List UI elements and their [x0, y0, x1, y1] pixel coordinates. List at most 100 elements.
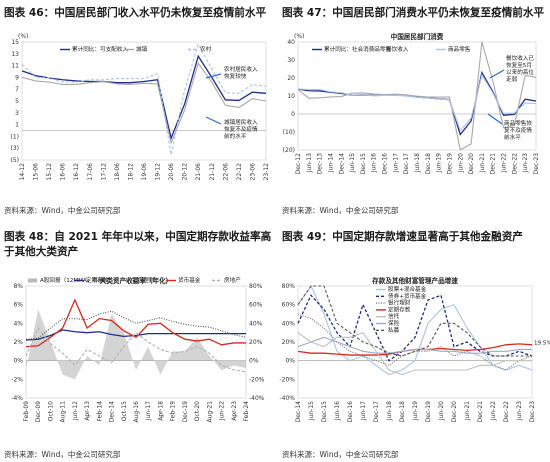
x-tick-label: Feb-19: [170, 401, 177, 422]
y-tick-label: (1): [11, 133, 20, 140]
x-tick-label: Feb-24: [243, 401, 250, 422]
x-tick-label: Apr-13: [84, 401, 91, 421]
annotation-arrow-urban: [205, 116, 222, 125]
end-label: 19.5%: [534, 340, 550, 346]
series-area-0: [26, 309, 246, 380]
annotation-catering: 餐饮收入已恢复至5月以来的高位走弱: [506, 54, 534, 83]
y-tick-label: 0: [291, 111, 295, 118]
x-tick-label: Dec-20: [468, 153, 475, 175]
plot-frame: [25, 285, 247, 399]
y-tick-label: 5: [15, 98, 19, 105]
x-tick-label: Jun-21: [464, 401, 471, 421]
y-tick-label: (3): [11, 145, 20, 152]
x-tick-label: 21-12: [209, 163, 216, 181]
x-tick-label: Jun-15: [308, 401, 315, 421]
x-tick-label: Dec-19: [182, 401, 189, 423]
figure-48-title: 图表 48：自 2021 年年中以来，中国定期存款收益率高于其他大类资产: [4, 231, 272, 258]
series-line-3: [25, 298, 246, 348]
x-tick-label: Jun-15: [349, 153, 356, 173]
y-tick-label: 30: [287, 57, 295, 64]
series-line-6: [297, 285, 532, 357]
x-tick-label: Apr-23: [231, 401, 238, 421]
y-tick-label: 11: [11, 63, 19, 70]
annotation-arrow-catering: [489, 69, 505, 79]
x-tick-label: 16-12: [73, 163, 80, 181]
y-tick-label: 60%: [282, 302, 296, 309]
x-tick-label: Dec-17: [403, 153, 410, 175]
x-tick-label: Jun-17: [145, 401, 152, 421]
annotation-arrow-goods: [487, 113, 503, 125]
y-tick-label: 20%: [282, 339, 296, 346]
series-line-1: [21, 62, 267, 145]
series-line-2: [21, 42, 267, 155]
x-tick-label: 17-06: [87, 163, 94, 181]
x-tick-label: Oct-20: [194, 401, 201, 421]
y-tick-label: 13: [11, 51, 19, 58]
figure-49-panel: 图表 49：中国定期存款增速显著高于其他金融资产 80% 60% 40% 20% 0% -…: [278, 226, 550, 462]
y-tick-label: (10): [283, 129, 295, 136]
legend-label-2: 农村: [200, 45, 212, 53]
x-tick-label: Dec-13: [317, 153, 324, 175]
legend-label-4: 房地产: [224, 276, 241, 284]
figure-46-title: 图表 46：中国居民部门收入水平仍未恢复至疫情前水平: [4, 7, 267, 19]
x-tick-label: Dec-14: [109, 401, 116, 423]
x-tick-label: Dec-14: [338, 153, 345, 175]
x-tick-label: Aug-16: [133, 401, 140, 423]
y-tick-label: -4%: [11, 395, 23, 402]
y-tick-label: 8%: [13, 283, 23, 290]
y-tick-label: 1: [15, 122, 19, 129]
y-tick-label: (5): [11, 157, 20, 164]
plot-frame: [297, 285, 533, 399]
x-tick-label: Dec-14: [295, 401, 302, 423]
legend-label-6: 私募: [388, 326, 400, 334]
figure-48-source: 资料来源：Wind，中金公司研究部: [4, 450, 121, 459]
x-tick-label: Dec-21: [477, 401, 484, 423]
y-tick-label: -40%: [279, 395, 295, 402]
x-tick-label: Dec-23: [529, 401, 536, 423]
x-tick-label: Dec-22: [503, 401, 510, 423]
chart-subtitle: 中国居民部门消费: [391, 32, 444, 41]
x-tick-label: 23-12: [263, 163, 270, 181]
x-tick-label: Dec-21: [490, 153, 497, 175]
y-right-tick-label: 20%: [249, 339, 263, 346]
legend-label-0: 股票+混合基金: [388, 285, 427, 293]
x-tick-label: Feb-14: [96, 401, 103, 422]
y-tick-label: (20): [283, 147, 295, 154]
plot-frame: [297, 41, 537, 151]
figure-47-title: 图表 47：中国居民部门消费水平仍未恢复至疫情前水平: [282, 7, 545, 19]
series-line-2: [297, 73, 537, 132]
chart-subtitle: 存款及其他财富管理产品增速: [372, 276, 458, 285]
x-tick-label: Jun-18: [386, 401, 393, 421]
figure-49-chart: 80% 60% 40% 20% 0% -20% -40% 存款及其他财富管理产品增速 Dec-1…: [279, 276, 550, 423]
y-right-tick-label: 60%: [249, 302, 263, 309]
x-tick-label: Jun-22: [490, 401, 497, 421]
legend-label-1: 城镇: [136, 45, 148, 53]
x-tick-label: Jun-14: [327, 153, 334, 173]
legend-label-0: 累计同比：可支配收入: [72, 45, 128, 53]
x-tick-label: 16-06: [60, 163, 67, 181]
x-tick-label: Jun-12: [72, 401, 79, 421]
figure-48-chart: 8% 6% 4% 2% 0% -2% -4% 80% 60% 40% 20% 0% -20% -40% 大类…: [11, 276, 265, 423]
x-tick-label: 20-12: [182, 163, 189, 181]
y-tick-label: 40%: [282, 320, 296, 327]
x-tick-label: 15-12: [46, 163, 53, 181]
figure-47-chart: 40 30 20 10 0 (10) (20) (%) 中国居民部门消费 Dec-12 Jun-13…: [283, 32, 540, 175]
x-tick-label: Jun-22: [501, 153, 508, 173]
y-tick-label: 3: [15, 110, 19, 117]
x-tick-label: Dec-23: [533, 153, 540, 175]
figure-46-source: 资料来源：Wind，中金公司研究部: [4, 206, 121, 215]
series-line-1: [25, 329, 246, 341]
x-tick-label: Oct-15: [121, 401, 128, 421]
figure-48-panel: 图表 48：自 2021 年年中以来，中国定期存款收益率高于其他大类资产 8% 6…: [0, 226, 275, 462]
x-tick-label: Jun-23: [516, 401, 523, 421]
series-line-4: [297, 332, 532, 376]
x-tick-label: Jun-17: [360, 401, 367, 421]
x-tick-label: 19-06: [141, 163, 148, 181]
y-right-tick-label: -40%: [249, 395, 265, 402]
series-line-2: [297, 313, 533, 371]
figure-46-panel: 图表 46：中国居民部门收入水平仍未恢复至疫情前水平 15 13 11 9 7 5 3 1 (1…: [0, 0, 275, 230]
annotation-rural: 农村居民收入恢复较快: [224, 65, 258, 80]
x-tick-label: Aug-11: [60, 401, 67, 423]
legend-swatch-0: [28, 278, 37, 283]
legend-label-2: 银行理财: [388, 299, 411, 307]
